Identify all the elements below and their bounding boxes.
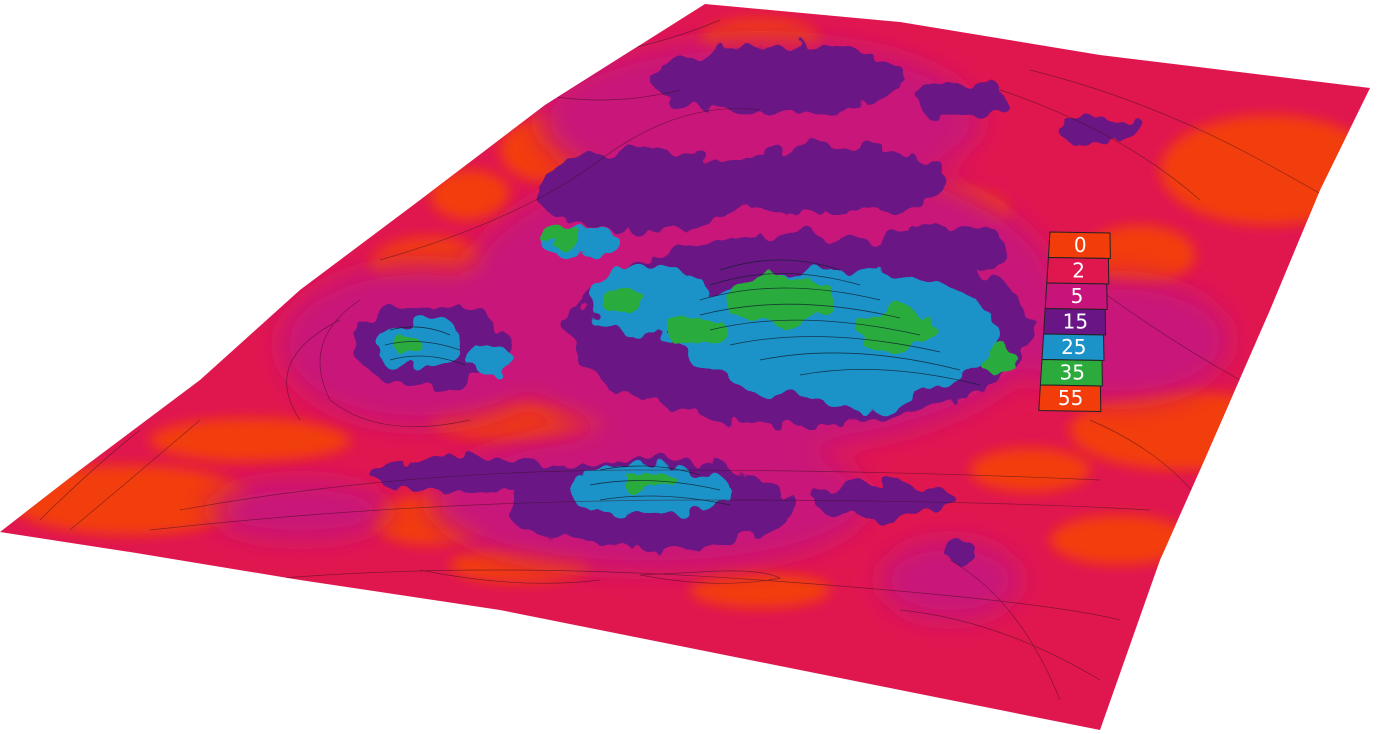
legend-entry: 5 — [1044, 282, 1108, 311]
legend-swatch — [1043, 307, 1107, 336]
legend-swatch — [1046, 256, 1110, 285]
legend-entry: 0 — [1047, 231, 1111, 260]
legend-swatch — [1041, 333, 1105, 362]
legend-entry: 35 — [1039, 358, 1103, 387]
legend-entry: 2 — [1046, 256, 1110, 285]
ridge-contours — [384, 259, 981, 506]
legend-label: 55 — [1058, 386, 1083, 410]
legend-entry: 25 — [1041, 333, 1105, 362]
legend-swatch — [1038, 384, 1102, 413]
legend-swatch — [1044, 282, 1108, 311]
legend-label: 15 — [1063, 309, 1088, 333]
legend-entry: 15 — [1043, 307, 1107, 336]
green-zones — [393, 225, 1018, 488]
legend-label: 2 — [1072, 258, 1085, 282]
legend-swatch — [1039, 358, 1103, 387]
legend-entry: 55 — [1038, 384, 1102, 413]
legend-label: 0 — [1074, 233, 1087, 257]
legend-label: 25 — [1061, 335, 1086, 359]
legend-label: 5 — [1071, 284, 1084, 308]
legend-swatch — [1047, 231, 1111, 260]
legend-label: 35 — [1059, 360, 1084, 384]
